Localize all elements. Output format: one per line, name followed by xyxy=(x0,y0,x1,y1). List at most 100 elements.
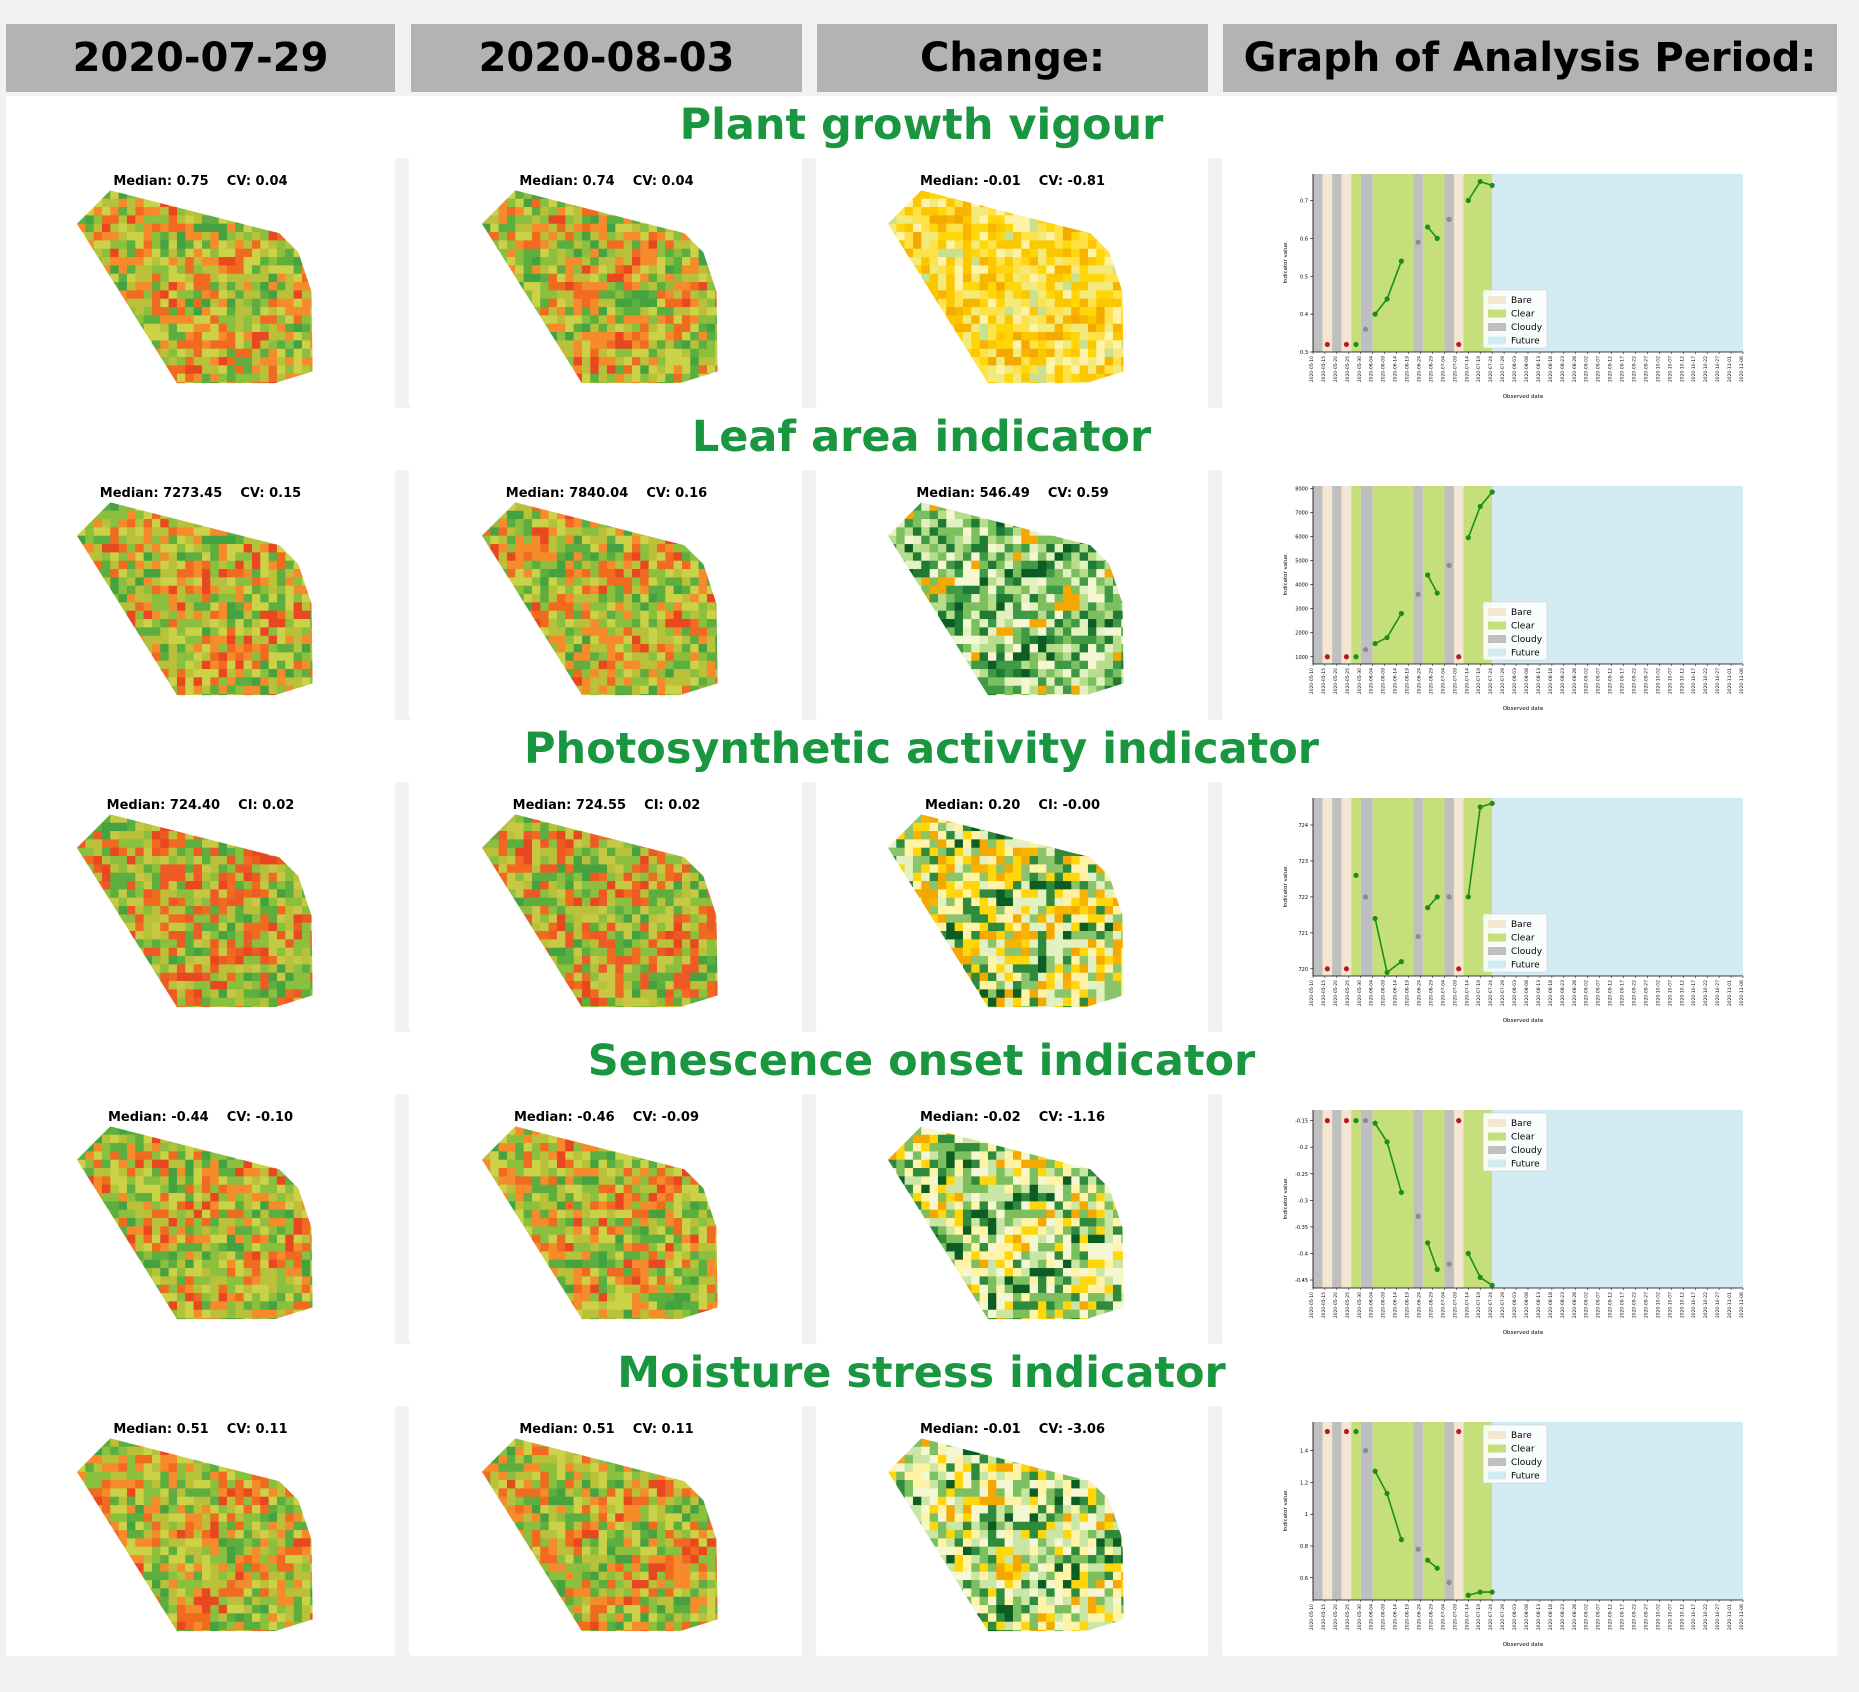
map-pixel xyxy=(954,198,964,208)
map-pixel xyxy=(673,644,683,653)
map-pixel xyxy=(226,947,236,957)
map-pixel xyxy=(168,232,178,241)
map-pixel xyxy=(590,223,600,233)
map-pixel xyxy=(1121,315,1124,325)
map-pixel xyxy=(310,814,313,824)
map-pixel xyxy=(904,357,914,366)
map-pixel xyxy=(293,240,303,250)
map-pixel xyxy=(515,365,525,375)
map-pixel xyxy=(251,365,261,375)
map-pixel xyxy=(135,332,145,341)
map-pixel xyxy=(226,881,236,890)
map-pixel xyxy=(1037,248,1047,258)
map-pixel xyxy=(648,190,658,200)
map-pixel xyxy=(921,544,931,553)
map-pixel xyxy=(1004,215,1014,225)
y-tick-label: 0.5 xyxy=(1300,274,1308,280)
map-pixel xyxy=(590,340,600,350)
map-pixel xyxy=(904,207,914,216)
map-pixel xyxy=(912,207,922,216)
map-pixel xyxy=(623,652,633,662)
map-pixel xyxy=(1104,232,1114,241)
map-pixel xyxy=(946,577,956,587)
map-pixel xyxy=(598,569,608,578)
map-pixel xyxy=(135,939,145,949)
map-pixel xyxy=(93,519,103,528)
map-pixel xyxy=(243,544,253,553)
map-pixel xyxy=(176,282,186,291)
map-pixel xyxy=(640,248,650,258)
map-pixel xyxy=(506,602,516,612)
map-pixel xyxy=(168,348,178,358)
map-pixel xyxy=(573,323,583,333)
map-pixel xyxy=(673,652,683,662)
map-pixel xyxy=(1096,315,1106,325)
map-pixel xyxy=(706,340,716,350)
map-pixel xyxy=(556,323,566,333)
band-clear xyxy=(1422,174,1445,352)
map-pixel xyxy=(946,290,956,300)
map-pixel xyxy=(887,644,897,653)
map-pixel xyxy=(631,307,641,316)
map-pixel xyxy=(598,660,608,670)
map-pixel xyxy=(76,257,86,266)
map-pixel xyxy=(1004,323,1014,333)
map-pixel xyxy=(126,535,136,545)
map-pixel xyxy=(276,594,286,603)
map-pixel xyxy=(946,560,956,570)
map-pixel xyxy=(1037,669,1047,678)
map-pixel xyxy=(76,577,86,587)
map-pixel xyxy=(531,602,541,612)
map-pixel xyxy=(706,365,716,375)
map-pixel xyxy=(937,544,947,553)
map-pixel xyxy=(243,897,253,907)
map-pixel xyxy=(301,906,311,915)
map-pixel xyxy=(690,519,700,528)
map-pixel xyxy=(235,881,245,890)
map-pixel xyxy=(168,207,178,216)
map-pixel xyxy=(293,677,303,687)
map-pixel xyxy=(260,340,270,350)
map-pixel xyxy=(896,685,906,695)
map-pixel xyxy=(996,627,1006,637)
map-pixel xyxy=(506,594,516,603)
map-pixel xyxy=(498,298,508,308)
map-pixel xyxy=(268,190,278,200)
map-pixel xyxy=(143,889,153,899)
map-pixel xyxy=(481,669,491,678)
map-pixel xyxy=(987,382,997,384)
map-pixel xyxy=(665,619,675,628)
map-pixel xyxy=(293,627,303,637)
map-pixel xyxy=(498,544,508,553)
map-pixel xyxy=(698,552,708,562)
map-pixel xyxy=(76,939,86,949)
map-pixel xyxy=(962,240,972,250)
map-pixel xyxy=(193,660,203,670)
map-pixel xyxy=(656,232,666,241)
map-pixel xyxy=(1062,627,1072,637)
map-pixel xyxy=(565,644,575,653)
map-pixel xyxy=(1112,627,1122,637)
map-pixel xyxy=(1121,323,1124,333)
map-pixel xyxy=(490,348,500,358)
map-pixel xyxy=(143,190,153,200)
map-pixel xyxy=(285,872,295,882)
map-pixel xyxy=(623,660,633,670)
map-pixel xyxy=(176,298,186,308)
map-pixel xyxy=(648,340,658,350)
map-pixel xyxy=(631,340,641,350)
map-pixel xyxy=(1079,365,1089,375)
map-pixel xyxy=(498,527,508,537)
map-pixel xyxy=(143,669,153,678)
map-pixel xyxy=(85,602,95,612)
map-pixel xyxy=(598,527,608,537)
map-pixel xyxy=(135,822,145,832)
map-pixel xyxy=(548,627,558,637)
map-pixel xyxy=(498,232,508,241)
map-pixel xyxy=(971,315,981,325)
map-pixel xyxy=(85,947,95,957)
map-pixel xyxy=(301,357,311,366)
map-pixel xyxy=(640,669,650,678)
map-pixel xyxy=(1071,619,1081,628)
map-pixel xyxy=(606,527,616,537)
